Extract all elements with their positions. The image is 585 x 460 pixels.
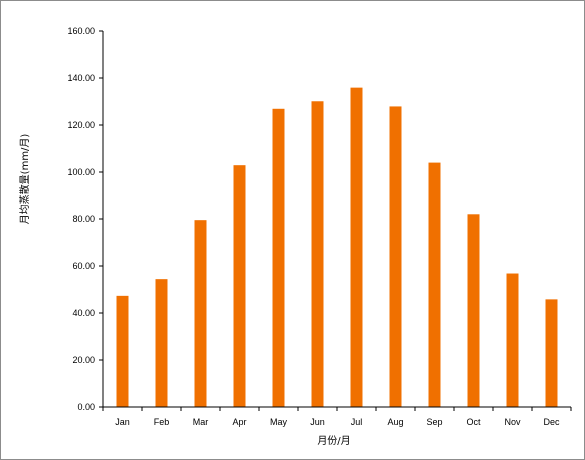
bar-dec (545, 299, 558, 407)
y-tick-label: 100.00 (67, 167, 95, 177)
bar-may (272, 108, 285, 407)
x-tick-label-feb: Feb (154, 417, 170, 427)
y-tick-label: 120.00 (67, 120, 95, 130)
x-axis-ticks: Jan Feb Mar Apr May Jun Jul Aug Sep Oct Nov Dec (102, 407, 572, 427)
bars-layer (116, 87, 558, 407)
bar-jun (311, 101, 324, 407)
y-tick-label: 140.00 (67, 73, 95, 83)
y-axis-ticks: 0.00 20.00 40.00 60.00 80.00 100.00 120.00 140.… (67, 26, 103, 412)
x-tick-label-may: May (270, 417, 288, 427)
x-axis-title: 月份/月 (317, 435, 350, 447)
x-tick-label-aug: Aug (387, 417, 403, 427)
y-tick-label: 0.00 (77, 402, 95, 412)
bar-sep (428, 162, 441, 407)
y-tick-label: 160.00 (67, 26, 95, 36)
y-tick-label: 60.00 (72, 261, 95, 271)
x-tick-label-mar: Mar (193, 417, 209, 427)
bar-jul (350, 87, 363, 407)
x-tick-label-jun: Jun (310, 417, 325, 427)
bar-apr (233, 165, 246, 407)
bar-jan (116, 295, 129, 407)
x-tick-label-oct: Oct (466, 417, 481, 427)
x-tick-label-nov: Nov (504, 417, 521, 427)
y-axis-title: 月均蒸散量(mm/月) (18, 134, 31, 225)
bar-oct (467, 214, 480, 407)
x-tick-label-sep: Sep (426, 417, 442, 427)
x-tick-label-apr: Apr (232, 417, 246, 427)
x-tick-label-jan: Jan (115, 417, 130, 427)
y-tick-label: 20.00 (72, 355, 95, 365)
x-tick-label-jul: Jul (351, 417, 363, 427)
bar-mar (194, 220, 207, 407)
x-tick-label-dec: Dec (543, 417, 560, 427)
y-tick-label: 80.00 (72, 214, 95, 224)
y-tick-label: 40.00 (72, 308, 95, 318)
bar-aug (389, 106, 402, 407)
bar-nov (506, 273, 519, 407)
bar-feb (155, 279, 168, 407)
